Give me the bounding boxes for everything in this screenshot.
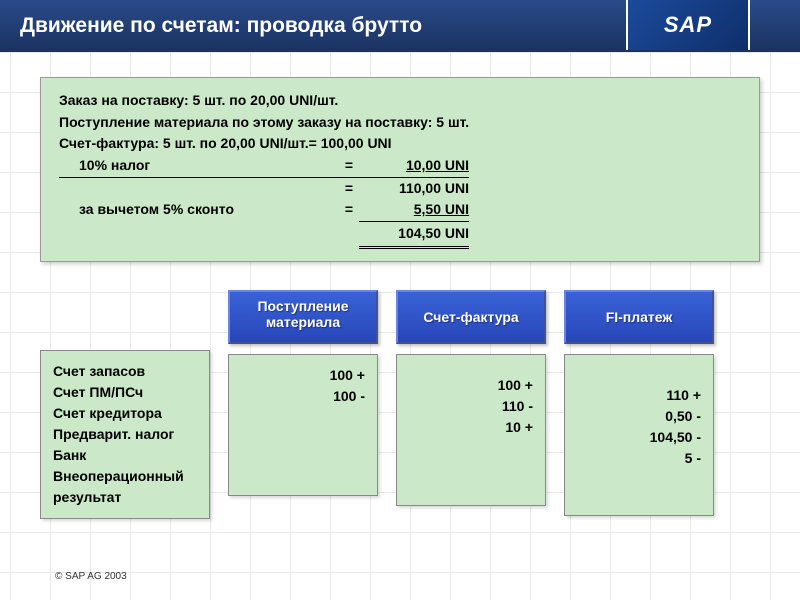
subtotal-value: 110,00 UNI	[359, 177, 469, 200]
columns-wrap: Счет запасов Счет ПМ/ПСч Счет кредитора …	[40, 290, 760, 519]
copyright-text: SAP AG 2003	[65, 571, 127, 582]
order-line1: Заказ на поставку: 5 шт. по 20,00 UNI/шт…	[59, 90, 741, 112]
subtotal-row: = 110,00 UNI	[59, 177, 741, 200]
account-bank: Банк	[53, 445, 197, 466]
tax-row: 10% налог = 10,00 UNI	[59, 155, 741, 177]
discount-row: за вычетом 5% сконто = 5,50 UNI	[59, 199, 741, 221]
invoice-postings: 100 + 110 - 10 +	[396, 354, 546, 506]
account-stock: Счет запасов	[53, 361, 197, 382]
tax-value: 10,00 UNI	[359, 155, 469, 177]
gr-row1: 100 +	[241, 365, 365, 386]
order-line2: Поступление материала по этому заказу на…	[59, 112, 741, 134]
inv-row1: 100 +	[409, 375, 533, 396]
pay-row4: 5 -	[577, 448, 701, 469]
discount-value: 5,50 UNI	[359, 199, 469, 221]
tab-payment: FI-платеж	[564, 290, 714, 344]
tax-label: 10% налог	[59, 155, 339, 177]
order-summary-box: Заказ на поставку: 5 шт. по 20,00 UNI/шт…	[40, 77, 760, 262]
copyright: © SAP AG 2003	[55, 571, 127, 582]
tab-goods-receipt: Поступление материала	[228, 290, 378, 344]
col-payment: FI-платеж 110 + 0,50 - 104,50 - 5 -	[564, 290, 714, 519]
inv-row2: 110 -	[409, 396, 533, 417]
account-pretax: Предварит. налог	[53, 424, 197, 445]
pay-row1: 110 +	[577, 385, 701, 406]
gr-row2: 100 -	[241, 386, 365, 407]
col-goods-receipt: Поступление материала 100 + 100 -	[228, 290, 378, 519]
pay-row2: 0,50 -	[577, 406, 701, 427]
sap-logo-text: SAP	[664, 12, 712, 38]
inv-row3: 10 +	[409, 417, 533, 438]
total-value: 104,50 UNI	[359, 221, 469, 249]
account-creditor: Счет кредитора	[53, 403, 197, 424]
discount-label: за вычетом 5% сконто	[59, 199, 339, 221]
pay-row3: 104,50 -	[577, 427, 701, 448]
payment-postings: 110 + 0,50 - 104,50 - 5 -	[564, 354, 714, 516]
labels-column: Счет запасов Счет ПМ/ПСч Счет кредитора …	[40, 290, 210, 519]
account-nonop: Внеоперационный результат	[53, 466, 197, 508]
page-title: Движение по счетам: проводка брутто	[20, 14, 422, 38]
sap-logo: SAP	[626, 0, 750, 50]
tab-invoice: Счет-фактура	[396, 290, 546, 344]
order-line3: Счет-фактура: 5 шт. по 20,00 UNI/шт.= 10…	[59, 133, 741, 155]
total-row: 104,50 UNI	[59, 221, 741, 249]
goods-receipt-postings: 100 + 100 -	[228, 354, 378, 496]
accounts-list: Счет запасов Счет ПМ/ПСч Счет кредитора …	[40, 350, 210, 519]
col-invoice: Счет-фактура 100 + 110 - 10 +	[396, 290, 546, 519]
content-area: Заказ на поставку: 5 шт. по 20,00 UNI/шт…	[0, 52, 800, 519]
account-pm: Счет ПМ/ПСч	[53, 382, 197, 403]
